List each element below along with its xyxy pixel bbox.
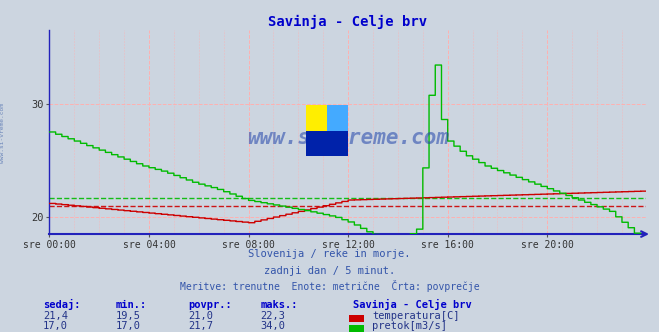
Text: min.:: min.: — [115, 300, 146, 310]
Text: Savinja - Celje brv: Savinja - Celje brv — [353, 299, 471, 310]
Text: 17,0: 17,0 — [115, 321, 140, 331]
Text: www.si-vreme.com: www.si-vreme.com — [246, 128, 449, 148]
Text: zadnji dan / 5 minut.: zadnji dan / 5 minut. — [264, 266, 395, 276]
Text: 21,7: 21,7 — [188, 321, 213, 331]
Text: 22,3: 22,3 — [260, 311, 285, 321]
Text: temperatura[C]: temperatura[C] — [372, 311, 460, 321]
Text: Meritve: trenutne  Enote: metrične  Črta: povprečje: Meritve: trenutne Enote: metrične Črta: … — [180, 281, 479, 292]
Text: sedaj:: sedaj: — [43, 299, 80, 310]
Text: maks.:: maks.: — [260, 300, 298, 310]
Text: www.si-vreme.com: www.si-vreme.com — [0, 103, 5, 163]
Text: 17,0: 17,0 — [43, 321, 68, 331]
Text: 34,0: 34,0 — [260, 321, 285, 331]
Text: 21,4: 21,4 — [43, 311, 68, 321]
Text: 21,0: 21,0 — [188, 311, 213, 321]
Text: pretok[m3/s]: pretok[m3/s] — [372, 321, 447, 331]
Title: Savinja - Celje brv: Savinja - Celje brv — [268, 15, 427, 29]
Text: 19,5: 19,5 — [115, 311, 140, 321]
Text: povpr.:: povpr.: — [188, 300, 231, 310]
Text: Slovenija / reke in morje.: Slovenija / reke in morje. — [248, 249, 411, 259]
